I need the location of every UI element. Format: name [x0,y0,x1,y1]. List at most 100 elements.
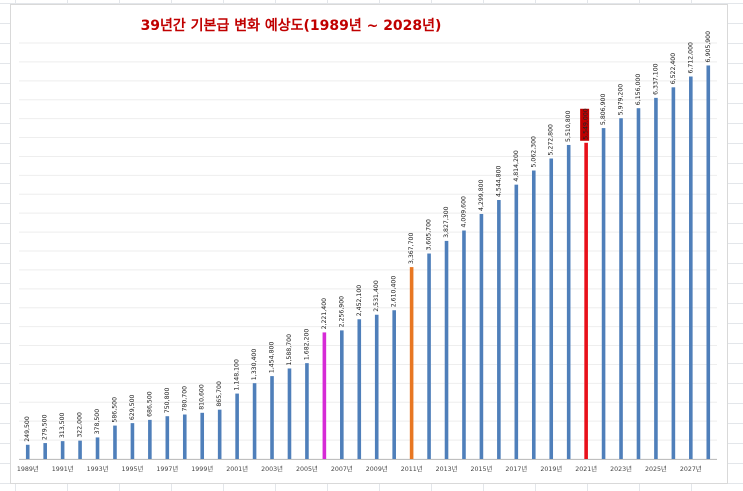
value-label: 1,588,700 [286,334,293,366]
bar-1995년[interactable] [130,423,135,459]
value-label: 2,256,900 [338,296,345,328]
bar-2007년[interactable] [340,330,344,459]
bar-1989년[interactable] [25,444,30,459]
x-tick-label: 2003년 [261,464,283,473]
value-label: 3,827,300 [443,206,450,238]
value-label: 3,605,700 [426,219,433,251]
x-tick-label: 2001년 [226,464,248,473]
bar-1991년[interactable] [60,441,65,459]
x-tick-label: 2021년 [575,464,597,473]
bar-1993년[interactable] [95,437,100,459]
x-tick-label: 1989년 [17,464,39,473]
bar-2011년[interactable] [409,267,414,459]
bar-2027년[interactable] [689,76,693,459]
bar-2008년[interactable] [357,319,362,459]
value-label: 6,905,900 [705,31,712,63]
bar-2015년[interactable] [479,213,484,459]
bar-2014년[interactable] [462,230,466,459]
value-label: 1,148,100 [234,359,241,391]
x-tick-label: 1993년 [87,464,109,473]
x-tick-label: 2015년 [471,464,493,473]
value-label-box [580,108,590,141]
value-label: 279,500 [42,414,49,440]
value-label: 2,452,100 [356,285,363,317]
x-tick-label: 2019년 [540,464,562,473]
bar-1997년[interactable] [165,416,170,459]
bar-2024년[interactable] [636,108,641,459]
bar-2022년[interactable] [601,128,606,459]
value-label: 5,549,000 [583,108,590,140]
x-tick-label: 2011년 [401,464,423,473]
bar-chart-svg: 249,500 1989년 279,500 313,500 1991년 322,000 37… [17,31,717,473]
value-label: 5,510,800 [565,110,572,142]
x-tick-label: 2013년 [436,464,458,473]
value-label: 1,454,800 [269,342,276,374]
x-tick-label: 2007년 [331,464,353,473]
value-label: 686,500 [146,391,153,417]
value-label: 313,500 [59,412,66,438]
value-label: 5,806,900 [600,94,607,126]
bar-1994년[interactable] [113,425,117,459]
value-label: 750,800 [164,388,171,414]
x-tick-label: 1999년 [191,464,213,473]
x-tick-label: 2005년 [296,464,318,473]
bar-2028년[interactable] [706,65,711,460]
bar-2013년[interactable] [444,240,449,459]
value-label: 629,500 [129,394,136,420]
bar-2025년[interactable] [654,97,658,460]
value-label: 4,009,600 [460,196,467,228]
value-label: 5,979,200 [618,84,625,116]
bar-1992년[interactable] [78,440,82,459]
bar-1996년[interactable] [148,419,152,459]
bar-2017년[interactable] [514,184,519,459]
value-label: 4,544,800 [495,165,502,197]
value-label: 5,272,800 [548,124,555,156]
bar-2012년[interactable] [427,253,431,459]
value-label: 4,814,200 [513,150,520,182]
bar-2004년[interactable] [287,368,292,459]
value-label: 865,700 [216,381,223,407]
value-label: 1,330,400 [251,349,258,381]
value-label: 5,062,300 [530,136,537,168]
bar-2021년[interactable] [584,142,588,459]
bar-2016년[interactable] [497,200,501,459]
value-label: 6,712,000 [687,42,694,74]
bar-2020년[interactable] [566,144,571,459]
value-label: 2,531,400 [373,280,380,312]
bar-1999년[interactable] [200,412,205,459]
value-label: 6,522,400 [670,53,677,85]
bar-2010년[interactable] [392,310,396,459]
chart-area[interactable]: 39년간 기본급 변화 예상도(1989년 ~ 2028년) 249,500 19… [10,4,728,484]
value-label: 6,156,000 [635,74,642,106]
bar-2001년[interactable] [235,393,239,459]
value-label: 810,600 [199,384,206,410]
x-tick-label: 1997년 [156,464,178,473]
bar-1998년[interactable] [182,414,187,459]
value-label: 780,700 [181,386,188,412]
x-tick-label: 2025년 [645,464,667,473]
value-label: 2,610,400 [391,276,398,308]
x-tick-label: 2017년 [505,464,527,473]
bar-2018년[interactable] [531,170,536,459]
x-tick-label: 2027년 [680,464,702,473]
value-label: 586,500 [111,397,118,423]
value-label: 3,367,700 [408,233,415,265]
bar-2000년[interactable] [217,409,222,459]
value-label: 4,299,800 [478,179,485,211]
x-tick-label: 2023년 [610,464,632,473]
bar-2002년[interactable] [252,383,257,459]
bar-2023년[interactable] [619,118,623,460]
value-label: 322,000 [77,412,84,438]
bar-2009년[interactable] [374,314,379,459]
chart-title: 39년간 기본급 변화 예상도(1989년 ~ 2028년) [140,18,442,34]
bar-2026년[interactable] [671,87,676,459]
x-tick-label: 2009년 [366,464,388,473]
bar-2019년[interactable] [549,158,554,459]
bar-1990년[interactable] [43,443,47,459]
value-label: 249,500 [24,416,31,442]
bar-2005년[interactable] [305,363,309,459]
value-label: 2,221,400 [321,298,328,330]
value-label: 6,337,100 [652,63,659,95]
bar-2006년[interactable] [322,332,327,459]
bar-2003년[interactable] [270,376,274,459]
